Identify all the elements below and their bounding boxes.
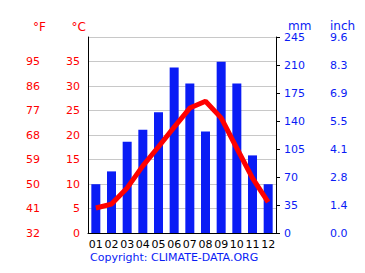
svg-text:30: 30 xyxy=(66,80,80,93)
svg-text:20: 20 xyxy=(66,129,80,142)
svg-text:4.1: 4.1 xyxy=(330,143,348,156)
svg-text:01: 01 xyxy=(89,238,103,251)
svg-text:0: 0 xyxy=(73,227,80,240)
svg-text:°C: °C xyxy=(72,20,86,34)
svg-text:06: 06 xyxy=(167,238,181,251)
svg-text:Copyright: CLIMATE-DATA.ORG: Copyright: CLIMATE-DATA.ORG xyxy=(90,251,258,264)
svg-text:02: 02 xyxy=(105,238,119,251)
svg-text:105: 105 xyxy=(284,143,305,156)
svg-text:59: 59 xyxy=(26,153,40,166)
svg-text:86: 86 xyxy=(26,80,40,93)
svg-text:140: 140 xyxy=(284,115,305,128)
svg-text:03: 03 xyxy=(120,238,134,251)
svg-text:77: 77 xyxy=(26,104,40,117)
svg-text:35: 35 xyxy=(284,199,298,212)
svg-text:07: 07 xyxy=(183,238,197,251)
svg-text:175: 175 xyxy=(284,87,305,100)
svg-text:70: 70 xyxy=(284,171,298,184)
svg-text:08: 08 xyxy=(199,238,213,251)
svg-text:12: 12 xyxy=(261,238,275,251)
svg-text:25: 25 xyxy=(66,104,80,117)
svg-text:05: 05 xyxy=(152,238,166,251)
svg-text:5.5: 5.5 xyxy=(330,115,348,128)
svg-text:32: 32 xyxy=(26,227,40,240)
svg-text:09: 09 xyxy=(214,238,228,251)
svg-text:10: 10 xyxy=(66,178,80,191)
svg-text:11: 11 xyxy=(246,238,260,251)
svg-text:0: 0 xyxy=(284,227,291,240)
svg-text:2.8: 2.8 xyxy=(330,171,348,184)
svg-text:inch: inch xyxy=(330,18,356,33)
svg-text:210: 210 xyxy=(284,59,305,72)
svg-text:8.3: 8.3 xyxy=(330,59,348,72)
svg-text:°F: °F xyxy=(33,20,46,34)
svg-text:1.4: 1.4 xyxy=(330,199,348,212)
svg-text:41: 41 xyxy=(26,202,40,215)
svg-text:245: 245 xyxy=(284,31,305,44)
svg-text:0.0: 0.0 xyxy=(330,227,348,240)
svg-text:6.9: 6.9 xyxy=(330,87,348,100)
svg-text:10: 10 xyxy=(230,238,244,251)
svg-text:15: 15 xyxy=(66,153,80,166)
svg-text:9.6: 9.6 xyxy=(330,31,348,44)
svg-text:50: 50 xyxy=(26,178,40,191)
svg-text:mm: mm xyxy=(288,18,312,33)
svg-text:5: 5 xyxy=(73,202,80,215)
svg-text:04: 04 xyxy=(136,238,150,251)
svg-text:95: 95 xyxy=(26,55,40,68)
svg-text:68: 68 xyxy=(26,129,40,142)
svg-text:35: 35 xyxy=(66,55,80,68)
